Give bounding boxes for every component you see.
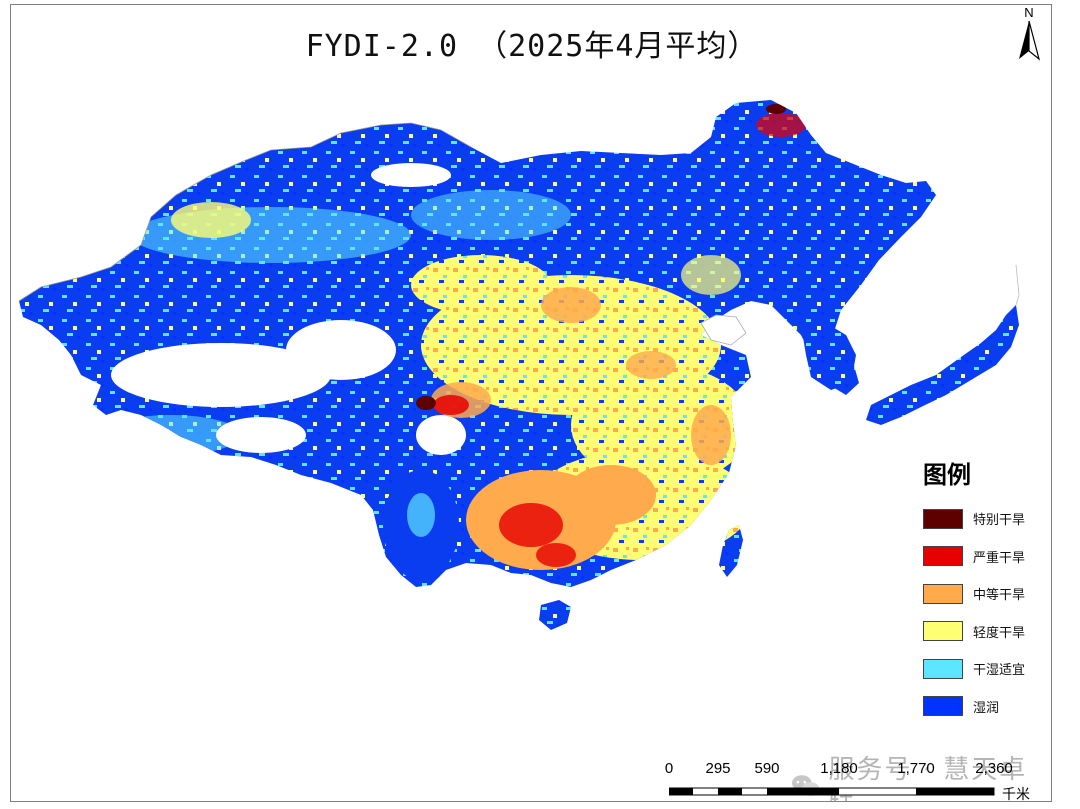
scale-tick: 1,770	[897, 760, 935, 777]
scale-unit: 千米	[1002, 787, 1030, 802]
legend: 图例 特别干旱 严重干旱 中等干旱 轻度干旱 干湿适宜 湿润	[919, 455, 1049, 725]
north-arrow-icon	[1019, 20, 1041, 61]
scale-tick: 0	[664, 760, 674, 777]
watermark: 服务号 · 慧天卓特	[791, 749, 1051, 801]
legend-label: 严重干旱	[973, 550, 1026, 566]
legend-swatch	[923, 621, 963, 642]
legend-item-severe: 严重干旱	[919, 538, 1049, 576]
drought-map	[18, 100, 1020, 630]
north-arrow-label: N	[1024, 5, 1034, 20]
legend-item-normal: 干湿适宜	[919, 650, 1049, 688]
legend-swatch	[923, 658, 963, 679]
watermark-text: 服务号 · 慧天卓特	[828, 755, 1028, 801]
legend-label: 湿润	[973, 700, 1000, 716]
legend-label: 轻度干旱	[973, 625, 1026, 641]
legend-item-moderate: 中等干旱	[919, 575, 1049, 613]
legend-label: 特别干旱	[973, 513, 1026, 529]
legend-item-extreme: 特别干旱	[919, 500, 1049, 538]
scale-tick: 2,360	[975, 760, 1013, 777]
scale-tick: 295	[705, 760, 731, 777]
legend-item-wet: 湿润	[919, 688, 1049, 726]
scale-tick: 590	[754, 760, 780, 777]
legend-swatch	[923, 546, 963, 567]
map-frame: FYDI-2.0 （2025年4月平均） N	[10, 4, 1052, 802]
legend-swatch	[923, 583, 963, 604]
legend-item-mild: 轻度干旱	[919, 613, 1049, 651]
scale-bar: 0 295 590 1,180 1,770 2,360 千米	[661, 760, 1036, 802]
legend-label: 中等干旱	[973, 588, 1026, 604]
scale-tick: 1,180	[820, 760, 858, 777]
legend-swatch	[923, 508, 963, 529]
map-title: FYDI-2.0 （2025年4月平均）	[305, 29, 759, 64]
scale-bar-graphic	[669, 787, 995, 796]
legend-swatch	[923, 696, 963, 717]
legend-title: 图例	[923, 462, 971, 489]
legend-label: 干湿适宜	[973, 663, 1026, 679]
